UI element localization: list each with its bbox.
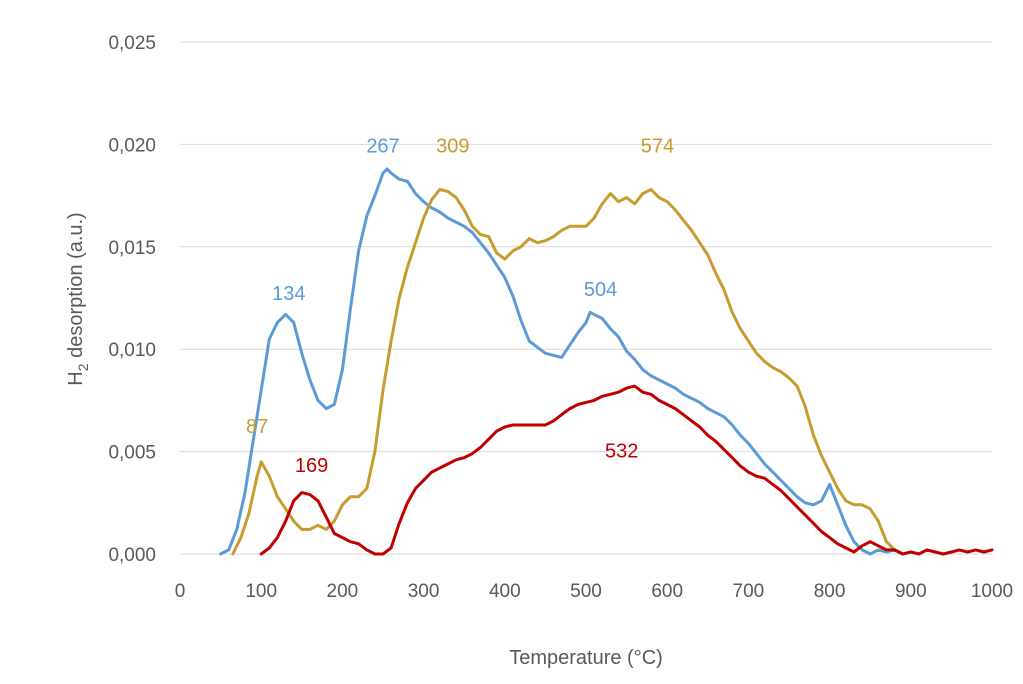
series-line-1 [219,167,905,556]
series-line-2 [231,188,905,556]
peak-label-532: 532 [605,441,638,463]
y-axis-title-suffix: desorption (a.u.) [65,212,87,363]
peak-label-504: 504 [584,279,617,301]
peak-label-267: 267 [366,136,399,158]
x-tick-labels: 0 100 200 300 400 500 600 700 800 900 1000 [175,581,1013,602]
y-tick-label: 0,015 [108,238,156,259]
y-axis-title-prefix: H [65,371,87,385]
x-tick-label: 100 [245,581,277,602]
peak-label-169: 169 [295,455,328,477]
x-axis-title: Temperature (°C) [509,647,663,669]
peak-label-87: 87 [246,416,268,438]
y-axis-title-subscript: 2 [75,363,91,371]
peak-label-574: 574 [641,136,674,158]
x-tick-label: 400 [489,581,521,602]
x-tick-label: 1000 [971,581,1013,602]
x-tick-label: 800 [814,581,846,602]
y-tick-label: 0,005 [108,443,156,464]
peak-annotations: 134 267 504 87 309 574 169 532 [246,136,674,477]
peak-label-309: 309 [436,136,469,158]
peak-label-134: 134 [272,283,305,305]
y-tick-label: 0,025 [108,33,156,54]
y-tick-label: 0,020 [108,135,156,156]
y-axis-title: H2 desorption (a.u.) [65,212,91,385]
x-tick-label: 900 [895,581,927,602]
y-tick-labels: 0,000 0,005 0,010 0,015 0,020 0,025 [108,33,156,566]
x-tick-label: 0 [175,581,186,602]
series-lines [219,167,994,556]
x-tick-label: 200 [327,581,359,602]
x-tick-label: 700 [733,581,765,602]
series-line-3 [259,384,994,556]
x-tick-label: 600 [651,581,683,602]
x-tick-label: 300 [408,581,440,602]
gridlines [180,41,992,555]
x-tick-label: 500 [570,581,602,602]
y-tick-label: 0,000 [108,545,156,566]
y-tick-label: 0,010 [108,340,156,361]
